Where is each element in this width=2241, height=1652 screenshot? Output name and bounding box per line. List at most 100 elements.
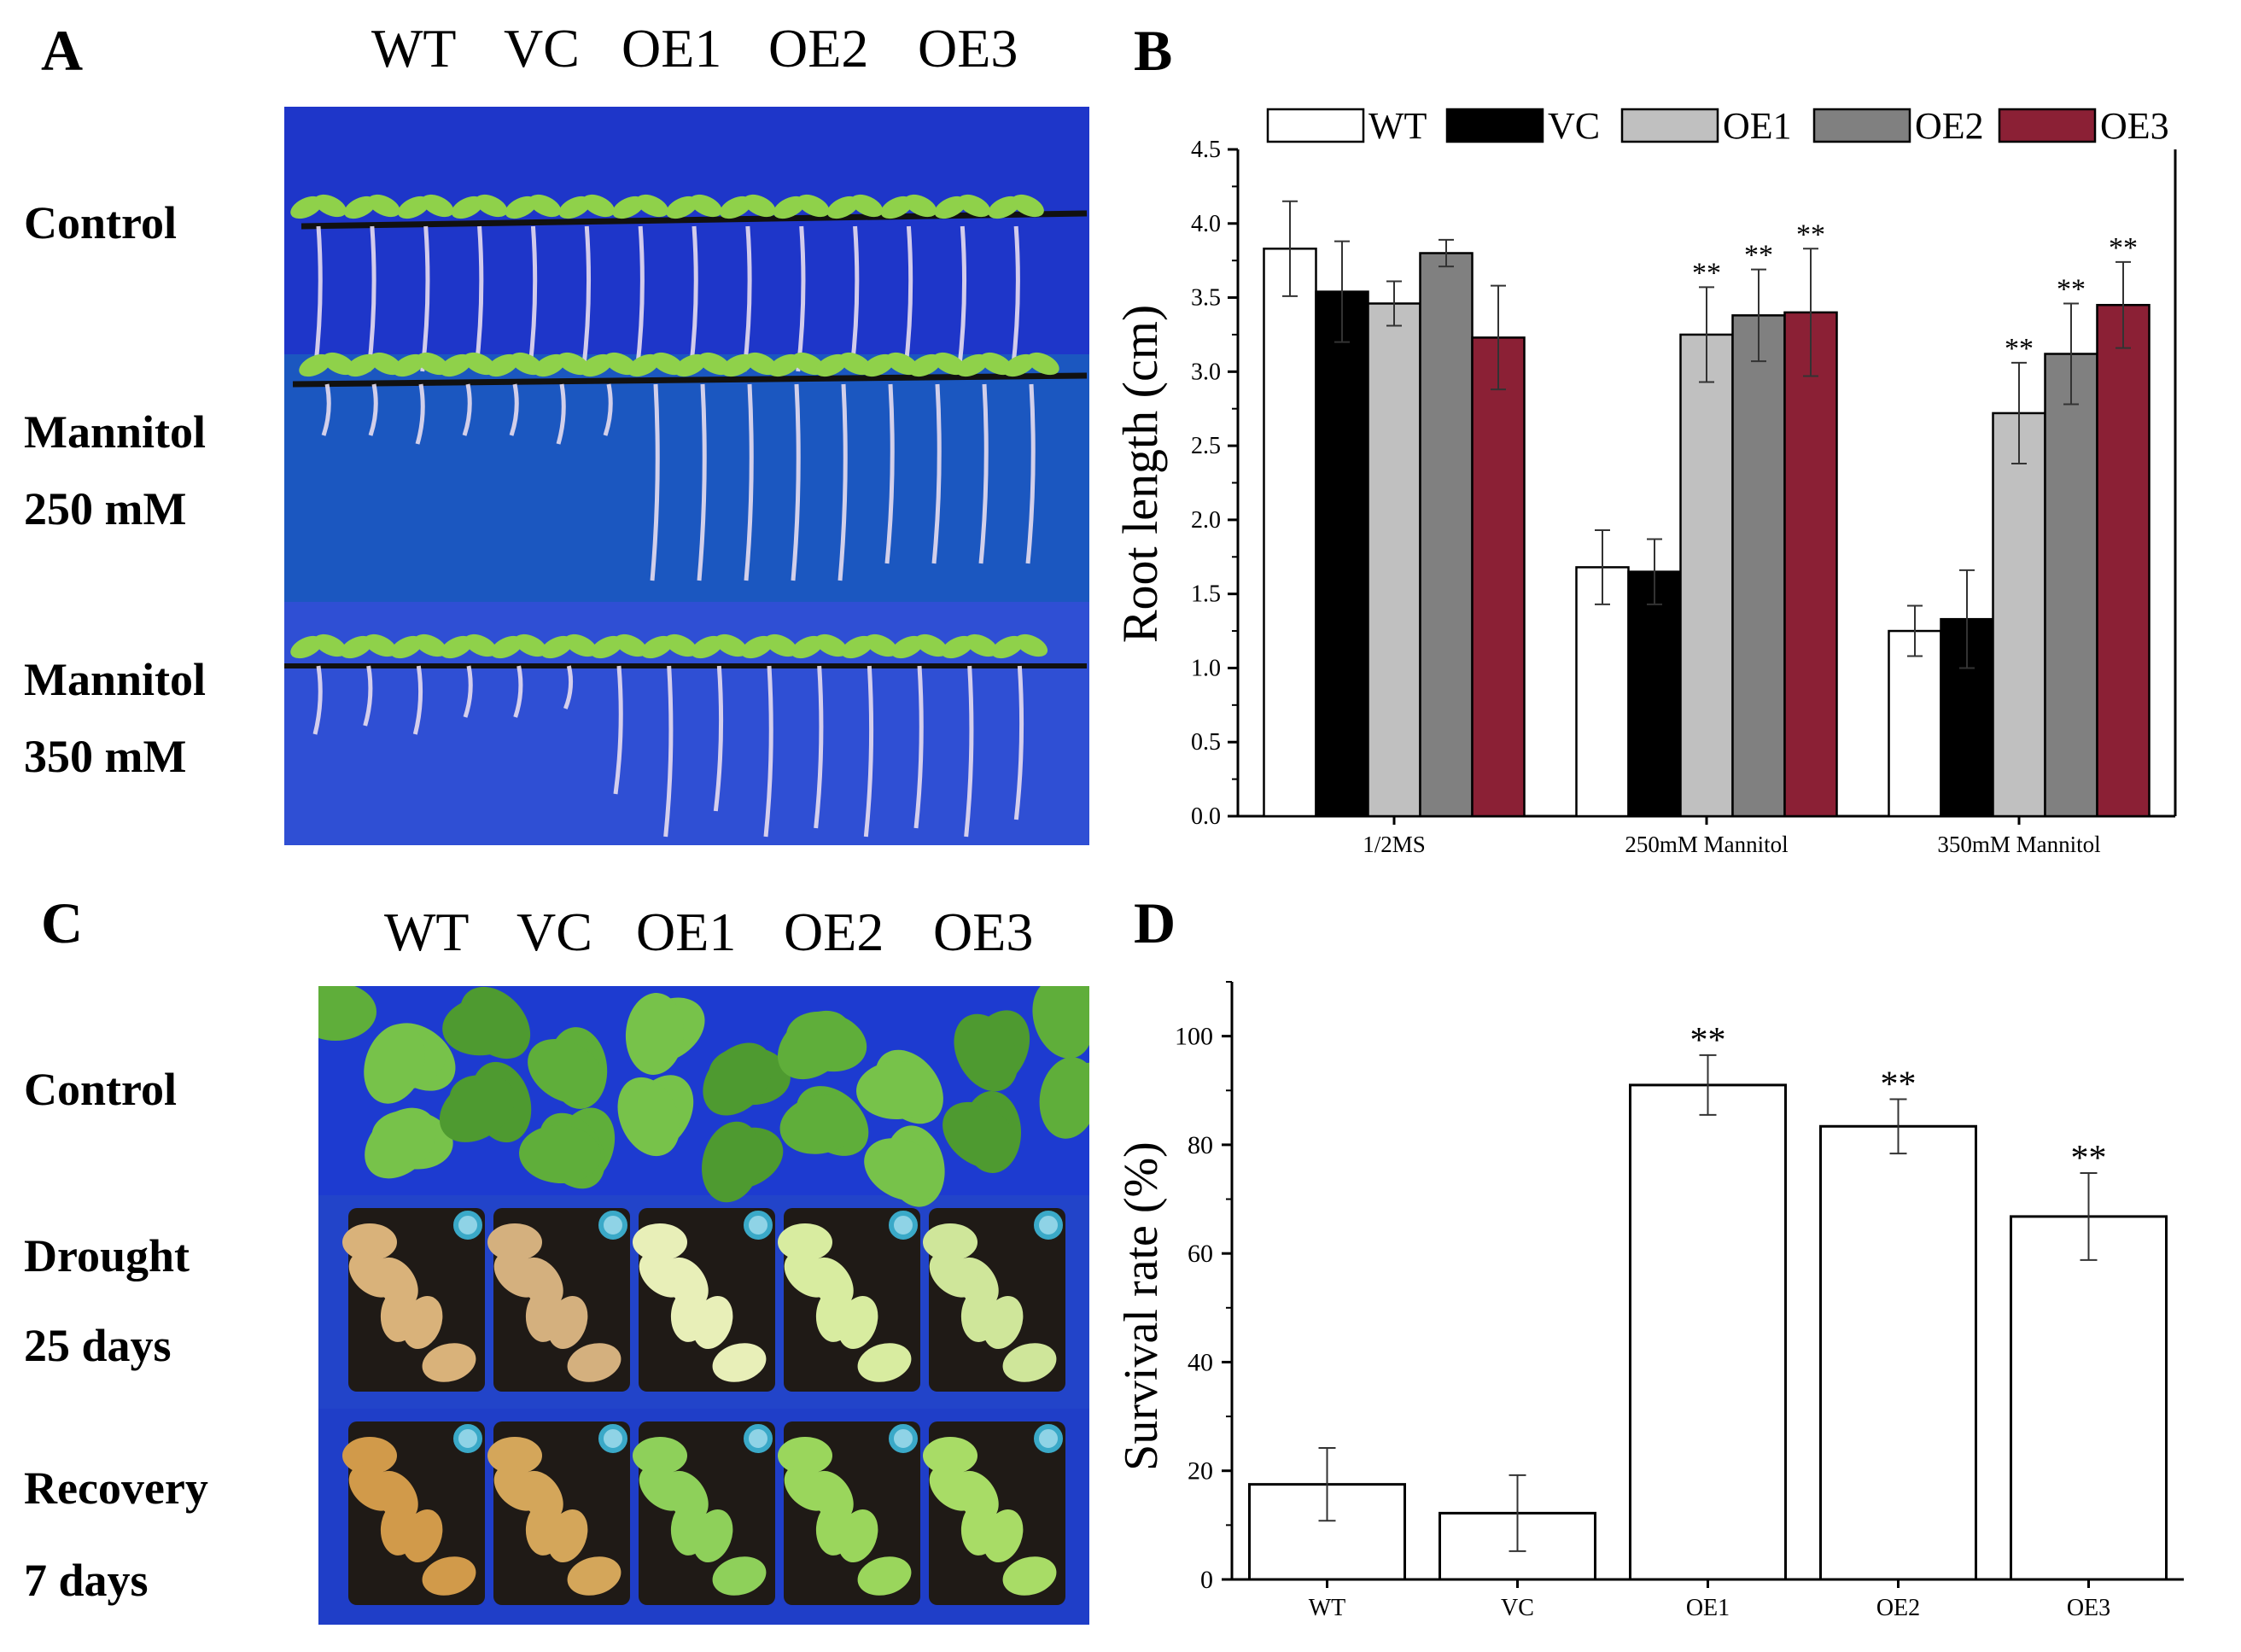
stressed-plant-leaf	[815, 1287, 855, 1342]
watering-tube	[1034, 1211, 1063, 1240]
chart-b-ytick-label: 4.0	[1191, 211, 1221, 237]
control-plant-leaf	[625, 993, 685, 1075]
seedling-leaf	[862, 353, 895, 377]
panel-a-letter: A	[41, 18, 84, 83]
control-plant-leaf	[702, 1121, 762, 1203]
seedling-leaf	[791, 635, 824, 659]
seedling-leaf	[666, 196, 698, 219]
stressed-plant-leaf	[525, 1287, 564, 1342]
seedling-leaf	[814, 633, 848, 657]
seedling-leaf	[768, 353, 801, 377]
watering-tube	[453, 1424, 482, 1453]
seedling-leaf	[582, 194, 615, 218]
chart-d-significance-label: **	[2071, 1139, 2107, 1178]
seedling-root	[884, 383, 895, 564]
control-plant-leaf	[617, 1077, 680, 1157]
stressed-plant-leaf	[778, 1223, 832, 1261]
chart-d-xtick-label: OE1	[1686, 1595, 1730, 1621]
chart-b-legend-swatch	[1812, 108, 1911, 143]
stressed-plant-leaf	[712, 1343, 767, 1382]
stressed-plant-leaf	[1002, 1556, 1057, 1596]
chart-d-ytick-label: 60	[1188, 1240, 1213, 1268]
seedling-leaf	[991, 635, 1024, 659]
seedling-leaf	[314, 194, 347, 218]
stressed-plant-leaf	[857, 1343, 912, 1382]
seedling-root	[556, 383, 566, 445]
panel-a-genotype-oe1: OE1	[622, 18, 722, 79]
seedling-leaf	[941, 635, 974, 659]
stressed-plant-leaf	[633, 1223, 687, 1261]
seedling-leaf	[797, 194, 830, 218]
chart-d-bar	[2010, 1215, 2168, 1581]
seedling-leaf	[841, 635, 874, 659]
seedling-leaf	[934, 196, 966, 219]
chart-b-xtick-label: 350mM Mannitol	[1937, 832, 2100, 857]
stressed-plant-leaf	[960, 1501, 1000, 1556]
panel-a-row1-label: Control	[24, 197, 178, 248]
panel-c-row2-sublabel: 25 days	[24, 1320, 172, 1371]
watering-tube	[453, 1211, 482, 1240]
stressed-plant-leaf	[525, 1501, 564, 1556]
seedling-leaf	[475, 194, 508, 218]
watering-tube	[889, 1211, 918, 1240]
watering-tube	[598, 1424, 627, 1453]
control-plant-leaf	[943, 1101, 1018, 1170]
stressed-plant-leaf	[633, 1437, 687, 1474]
chart-b-ytick-label: 0.0	[1191, 803, 1221, 830]
chart-b-bar	[1315, 290, 1369, 818]
seedling-leaf	[393, 353, 425, 377]
panel-c-row3-label: Recovery	[24, 1462, 208, 1514]
panel-c-genotype-oe3: OE3	[933, 902, 1034, 962]
chart-b-legend-label: WT	[1369, 105, 1427, 147]
panel-a-seedling-photo	[284, 107, 1089, 845]
chart-b-ylabel: Root length (cm)	[1112, 305, 1168, 643]
seedling-leaf	[865, 633, 898, 657]
seedling-leaf	[390, 635, 423, 659]
control-plant-leaf	[703, 1042, 773, 1116]
seedling-leaf	[674, 353, 707, 377]
seedling-root	[603, 383, 613, 436]
seedling-leaf	[441, 635, 473, 659]
seedling-root	[527, 225, 538, 372]
plant-illustration	[318, 986, 1089, 1625]
seedling-root	[763, 665, 773, 838]
chart-b-significance-label: **	[1796, 219, 1825, 250]
stressed-plant-leaf	[929, 1252, 978, 1298]
seedling-leaf	[564, 633, 598, 657]
panel-a-row3-label: Mannitol	[24, 654, 207, 705]
seedling-leaf	[826, 196, 860, 219]
seedling-root	[366, 225, 376, 372]
stressed-plant-leaf	[422, 1343, 476, 1382]
control-plant-leaf	[318, 986, 376, 1041]
panel-c-letter: C	[41, 890, 84, 955]
stressed-plant-leaf	[567, 1343, 622, 1382]
watering-tube	[1034, 1424, 1063, 1453]
seedling-root	[650, 383, 660, 581]
seedling-leaf	[1015, 633, 1048, 657]
seedling-root	[412, 665, 423, 735]
seedling-root	[363, 665, 373, 727]
seedling-leaf	[340, 635, 373, 659]
seedling-root	[634, 225, 645, 372]
control-plant-leaf	[864, 1138, 943, 1201]
stressed-plant-leaf	[348, 1465, 398, 1511]
chart-b-legend-swatch	[1445, 108, 1544, 143]
seedling-leaf	[414, 633, 447, 657]
chart-b-bar	[1419, 252, 1474, 818]
seedling-leaf	[534, 353, 566, 377]
seedling-leaf	[720, 196, 752, 219]
seedling-leaf	[422, 194, 454, 218]
chart-b-ytick-label: 3.0	[1191, 359, 1221, 385]
seedling-root	[956, 225, 967, 372]
seedling-root	[563, 665, 574, 709]
seedling-leaf	[904, 194, 937, 218]
chart-b-legend-label: VC	[1548, 105, 1600, 147]
chart-b-ytick-label: 1.0	[1191, 655, 1221, 681]
seedling-leaf	[487, 353, 519, 377]
seedling-leaf	[368, 194, 400, 218]
panel-c-row2-label: Drought	[24, 1230, 190, 1281]
chart-b-bar	[2044, 353, 2098, 818]
seedling-root	[837, 383, 848, 581]
panel-c-genotype-wt: WT	[384, 902, 470, 962]
seedling-root	[863, 665, 874, 838]
